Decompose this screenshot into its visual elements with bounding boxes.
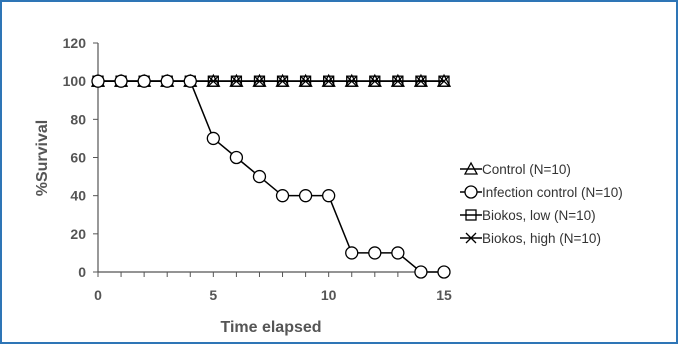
data-point-circle: [91, 74, 105, 88]
data-point-circle: [414, 265, 428, 279]
x-tick-label: 10: [321, 287, 337, 303]
legend-label: Infection control (N=10): [482, 185, 623, 200]
data-point-circle: [345, 246, 359, 260]
legend-label: Biokos, low (N=10): [482, 208, 596, 223]
plot-area: [90, 73, 452, 279]
data-point-circle: [137, 74, 151, 88]
data-point-circle: [160, 74, 174, 88]
data-point-circle: [391, 246, 405, 260]
legend-item: Infection control (N=10): [460, 185, 623, 200]
legend: Control (N=10) Infection control (N=10) Bi…: [460, 161, 623, 246]
x-axis-title: Time elapsed: [220, 319, 321, 336]
legend-label: Biokos, high (N=10): [482, 231, 601, 246]
y-axis-title: %Survival: [34, 120, 51, 196]
data-point-square: [299, 75, 312, 87]
data-point-circle: [229, 150, 244, 165]
data-point-square: [207, 75, 219, 87]
y-tick-label: 80: [70, 111, 86, 127]
data-point-square: [369, 75, 381, 87]
data-point-circle: [183, 74, 197, 88]
x-tick-label: 15: [436, 287, 452, 303]
tick-labels: 0 20 40 60 80 100 120 0 5 10 15: [63, 35, 452, 303]
data-point-circle: [114, 74, 128, 88]
axes: [93, 42, 445, 277]
data-point-square: [323, 75, 335, 87]
data-point-square: [276, 75, 289, 87]
legend-label: Control (N=10): [482, 162, 571, 177]
data-point-circle: [206, 131, 220, 146]
x-tick-label: 0: [94, 287, 102, 303]
legend-marker-circle: [464, 185, 478, 199]
legend-item: Control (N=10): [460, 161, 571, 177]
y-tick-label: 0: [78, 264, 86, 280]
data-point-square: [253, 75, 266, 87]
data-point-square: [230, 75, 243, 87]
y-tick-label: 60: [70, 150, 86, 166]
data-point-square: [415, 75, 427, 87]
legend-item: Biokos, high (N=10): [460, 231, 601, 246]
data-point-circle: [275, 189, 290, 203]
data-point-square: [392, 75, 404, 87]
x-tick-label: 5: [209, 287, 217, 303]
data-point-circle: [252, 169, 267, 184]
y-tick-label: 100: [63, 73, 87, 89]
data-point-square: [438, 75, 450, 87]
series-line: [98, 80, 444, 273]
legend-marker-square: [465, 209, 477, 221]
data-point-circle: [437, 265, 451, 279]
legend-marker-triangle: [463, 161, 479, 175]
legend-item: Biokos, low (N=10): [460, 208, 596, 223]
y-tick-label: 20: [70, 226, 86, 242]
series-circle: [91, 74, 451, 279]
y-tick-label: 40: [70, 188, 86, 204]
legend-marker-x: [465, 232, 477, 244]
data-point-circle: [298, 189, 313, 203]
data-point-circle: [368, 246, 382, 260]
data-point-square: [346, 75, 358, 87]
data-point-circle: [322, 189, 336, 203]
y-tick-label: 120: [63, 35, 87, 51]
